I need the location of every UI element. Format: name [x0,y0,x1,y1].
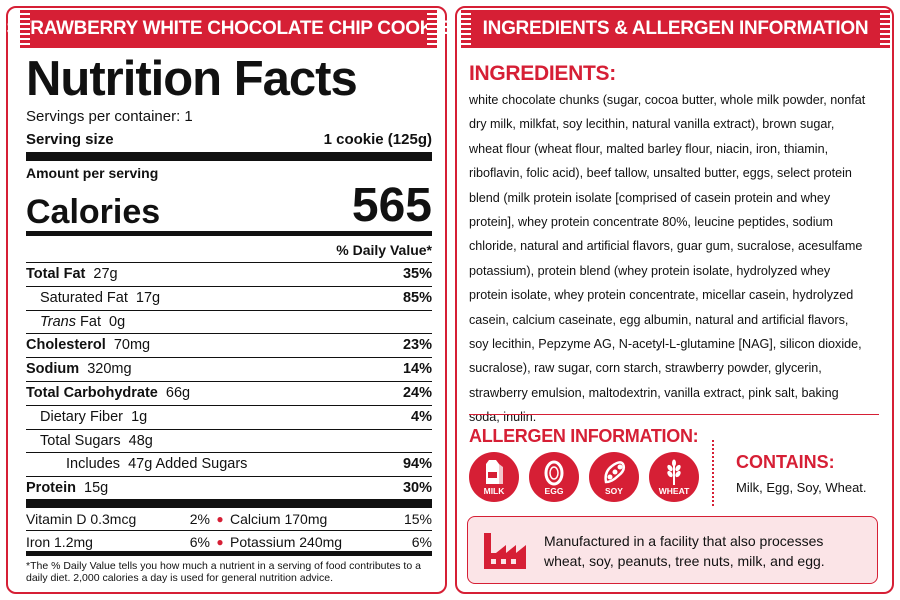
nutrition-panel: STRAWBERRY WHITE CHOCOLATE CHIP COOKIE N… [6,6,451,594]
calcium-pct: 15% [403,511,432,528]
allergen-heading: ALLERGEN INFORMATION: [469,426,699,446]
amount-per-serving: Amount per serving [26,165,159,181]
nutrient-row-dietary-fiber: Dietary Fiber 1g 4% [26,406,432,430]
ingredients-allergen-banner: INGREDIENTS & ALLERGEN INFORMATION [461,10,890,48]
contains-heading: CONTAINS: [736,452,835,472]
servings-per-container: Servings per container: 1 [26,108,193,125]
ingredients-text: white chocolate chunks (sugar, cocoa but… [469,93,866,425]
bullet-dot-icon: ● [216,535,224,550]
vitamin-row: Iron 1.2mg 6% ● Potassium 240mg 6% [26,531,432,557]
calcium: Calcium 170mg [230,511,328,528]
potassium-pct: 6% [411,534,432,551]
nutrient-pct: 94% [402,456,432,473]
serving-size-label: Serving size [26,131,114,148]
nutrition-facts-label: Nutrition Facts Servings per container: … [26,54,432,584]
calories-value: 565 [351,179,432,232]
product-name-banner: STRAWBERRY WHITE CHOCOLATE CHIP COOKIE [7,10,451,48]
allergen-label: EGG [544,486,564,496]
nutrient-pct: 85% [402,289,432,306]
vitamin-d: Vitamin D 0.3mcg [26,511,137,528]
facility-notice: Manufactured in a facility that also pro… [467,516,878,584]
nutrient-row-protein: Protein 15g 30% [26,477,432,509]
ingredients-panel: INGREDIENTS & ALLERGEN INFORMATION INGRE… [455,6,894,594]
nutrient-row-trans-fat: Trans Fat 0g [26,311,432,335]
nutrient-pct: 24% [402,384,432,401]
allergen-icons: MILK EGG SOY [469,452,699,502]
facility-line-2: wheat, soy, peanuts, tree nuts, milk, an… [544,553,825,569]
nutrient-pct: 30% [402,480,432,497]
nutrient-row-cholesterol: Cholesterol 70mg 23% [26,334,432,359]
nutrient-pct: 4% [411,408,432,425]
soy-icon: SOY [589,452,639,502]
contains-value: Milk, Egg, Soy, Wheat. [736,480,867,495]
calories-row: Calories 565 [26,181,432,236]
potassium: Potassium 240mg [230,534,343,551]
allergen-label: MILK [483,486,505,496]
factory-icon [482,531,528,576]
daily-value-footnote: *The % Daily Value tells you how much a … [26,560,421,585]
nutrition-facts-title: Nutrition Facts [26,52,358,106]
allergen-label: SOY [605,486,623,496]
egg-icon: EGG [529,452,579,502]
vitamin-d-pct: 2% [189,511,210,528]
bullet-dot-icon: ● [216,512,224,527]
serving-size-value: 1 cookie (125g) [323,131,432,148]
nutrient-pct: 14% [402,361,432,378]
serving-size-row: Serving size 1 cookie (125g) [26,131,432,161]
nutrient-row-total-carbohydrate: Total Carbohydrate 66g 24% [26,382,432,406]
section-divider [469,414,879,415]
wheat-icon: WHEAT [649,452,699,502]
iron-pct: 6% [189,534,210,551]
calories-label: Calories [26,193,161,231]
nutrient-row-saturated-fat: Saturated Fat 17g 85% [26,287,432,311]
facility-text: Manufactured in a facility that also pro… [544,531,825,571]
nutrient-pct: 35% [402,266,432,282]
nutrient-row-total-sugars: Total Sugars 48g [26,430,432,454]
facility-line-1: Manufactured in a facility that also pro… [544,533,824,549]
allergen-label: WHEAT [658,486,690,496]
milk-icon: MILK [469,452,519,502]
nutrient-pct: 23% [402,337,432,354]
nutrient-row-added-sugars: Includes 47g Added Sugars 94% [26,453,432,478]
ingredients-heading: INGREDIENTS: [469,62,616,85]
allergen-divider [712,440,714,506]
nutrient-row-sodium: Sodium 320mg 14% [26,358,432,382]
nutrient-row-total-fat: Total Fat 27g 35% [26,263,432,287]
iron: Iron 1.2mg [26,534,93,551]
daily-value-header: % Daily Value* [26,236,432,263]
vitamin-row: Vitamin D 0.3mcg 2% ● Calcium 170mg 15% [26,508,432,532]
